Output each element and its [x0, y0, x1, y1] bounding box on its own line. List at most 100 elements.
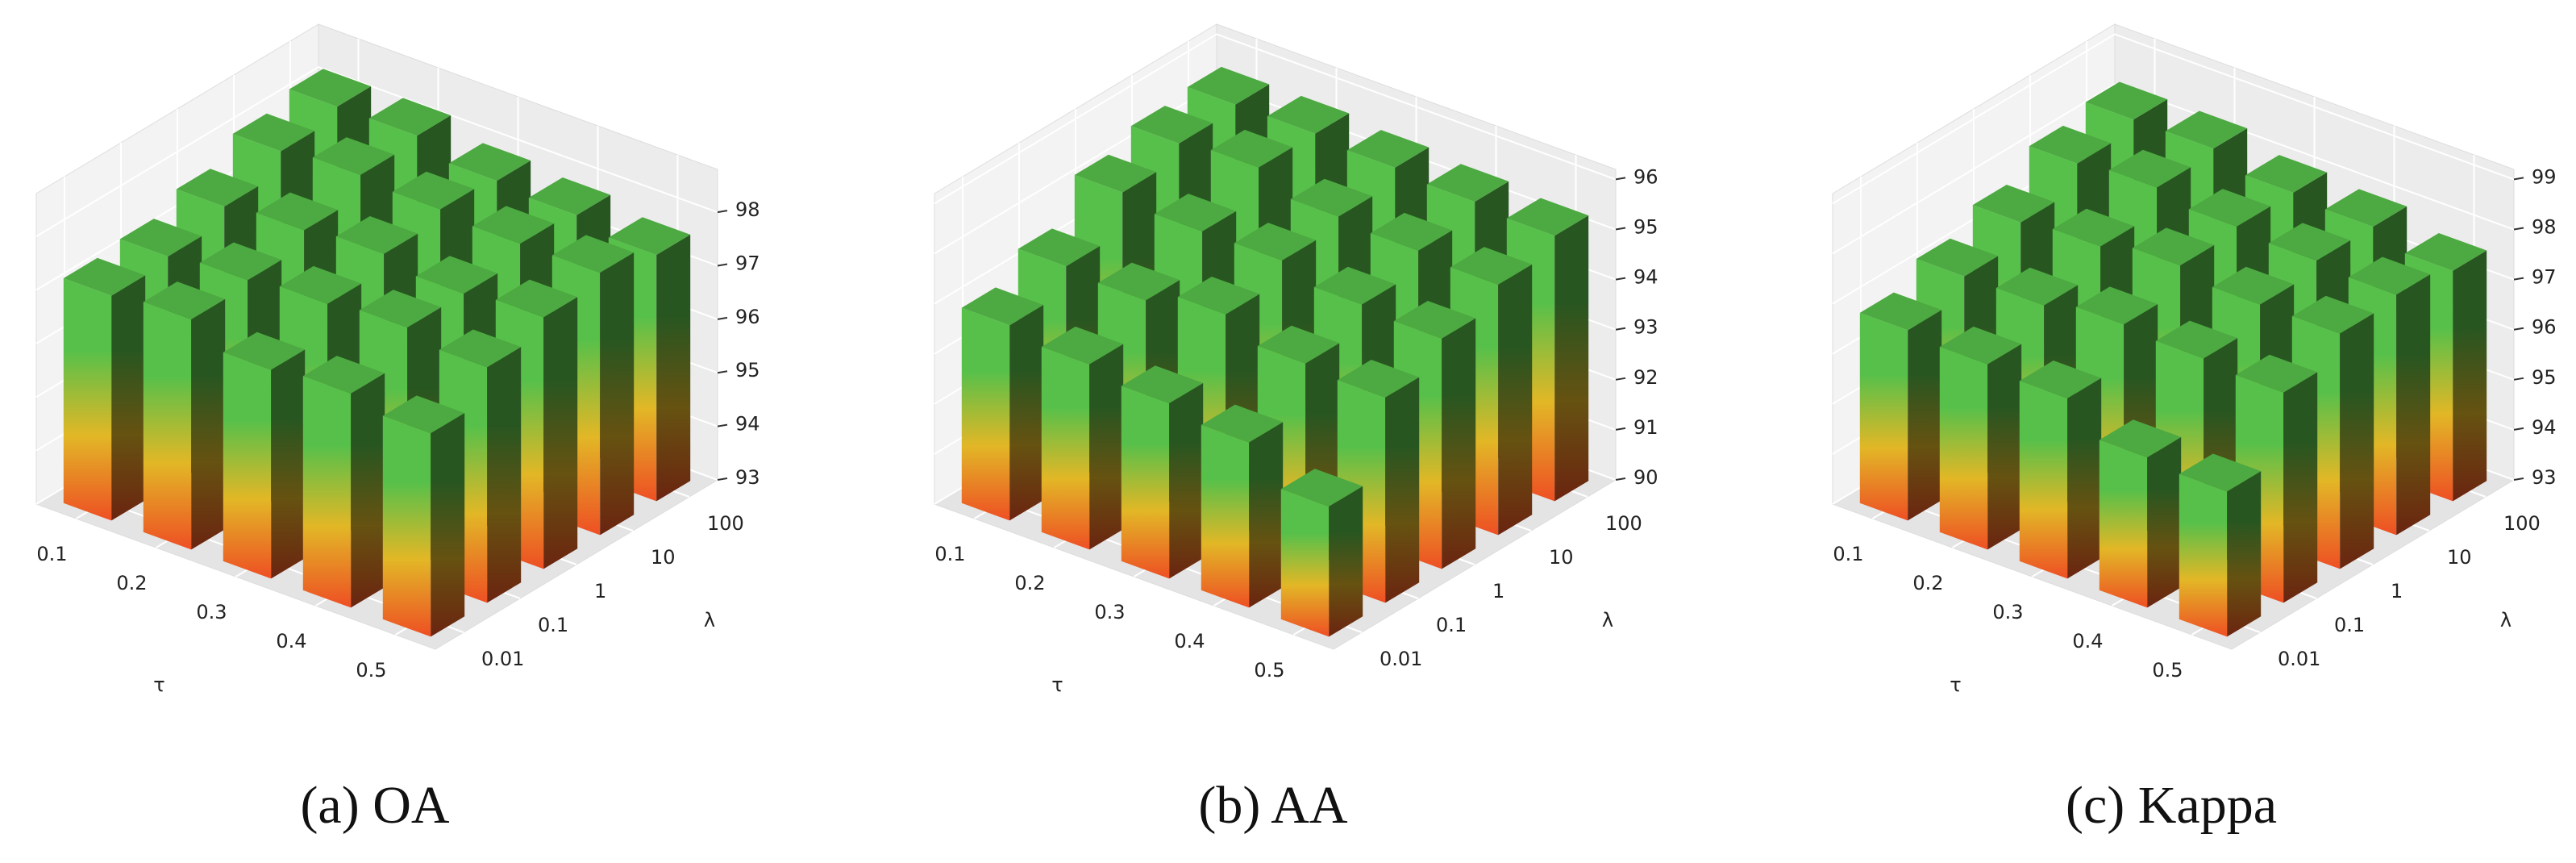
y-tick-label: 10 [2447, 546, 2472, 569]
bar-front [143, 302, 192, 550]
bar [1280, 469, 1363, 637]
panel-caption: (c) Kappa [2066, 776, 2277, 835]
bar [2019, 361, 2102, 579]
bar-top [1506, 198, 1589, 236]
bar-top [2085, 81, 2168, 120]
bar-side [1498, 264, 1533, 536]
z-tick-label: 94 [735, 413, 760, 436]
z-tick [1615, 277, 1626, 281]
bar-top [1130, 106, 1213, 144]
grid-line [1832, 83, 2515, 255]
bar-side [431, 412, 465, 637]
bar-top [1450, 247, 1533, 285]
bar-front [1280, 489, 1330, 637]
z-tick [2513, 177, 2524, 181]
bar-front [1939, 347, 1988, 550]
bar-front [1859, 312, 1908, 521]
bar [1041, 326, 1124, 550]
z-tick-label: 92 [1633, 366, 1658, 389]
bar-top [1074, 154, 1157, 193]
y-axis-label: λ [2500, 609, 2511, 632]
bar-front [1041, 347, 1090, 550]
z-tick-label: 98 [735, 198, 760, 221]
bar-side [2147, 436, 2182, 608]
y-tick-label: 100 [707, 512, 744, 535]
bar-top [119, 219, 202, 256]
bar-top [1859, 292, 1942, 331]
bar-side [1089, 344, 1124, 550]
z-tick-label: 95 [2532, 366, 2557, 389]
bar-side [191, 298, 226, 550]
bar-top [2099, 419, 2182, 458]
bar-side [2340, 313, 2374, 569]
bar [2099, 419, 2182, 608]
z-tick-label: 93 [2532, 466, 2557, 489]
bar-top [1234, 223, 1317, 261]
bar [143, 281, 226, 550]
bar-side [656, 234, 691, 502]
bar-top [1280, 469, 1363, 507]
bar-top [495, 279, 578, 318]
z-tick-label: 98 [2532, 216, 2557, 239]
y-tick-label: 1 [594, 580, 606, 602]
bar-top [2179, 453, 2262, 492]
z-tick-label: 91 [1633, 416, 1658, 439]
z-tick-label: 94 [2532, 416, 2557, 439]
bar-top [392, 171, 475, 210]
x-tick-label: 0.5 [356, 659, 386, 682]
bar-side [2453, 250, 2487, 502]
y-tick-label: 100 [2503, 512, 2541, 535]
bar-side [271, 349, 306, 579]
bar [2179, 453, 2262, 637]
x-tick-label: 0.2 [1912, 572, 1943, 594]
x-tick-label: 0.5 [2152, 659, 2183, 682]
x-tick-label: 0.3 [1992, 601, 2023, 623]
bar-top [2155, 320, 2238, 359]
y-tick-label: 0.1 [2334, 614, 2365, 636]
y-tick-label: 0.01 [1380, 648, 1422, 670]
bar-top [1187, 66, 1270, 105]
bar-top [1290, 178, 1373, 217]
bar-side [543, 297, 578, 569]
z-tick [717, 263, 728, 267]
bar-top [368, 98, 452, 136]
bar-top [335, 215, 418, 254]
chart-panel: 90 91 92 93 94 95 96 0.1 0.2 0.3 0.4 0.5 0.01 0.1 1 10 1… [933, 23, 1658, 835]
bar-top [1337, 360, 1420, 398]
bar-front [223, 352, 272, 579]
bar [302, 356, 385, 608]
bar-top [2075, 286, 2158, 325]
bar-top [2348, 256, 2431, 295]
z-tick-label: 97 [735, 252, 760, 274]
bar-top [2245, 155, 2328, 193]
bar-top [2291, 295, 2374, 334]
grid-line [934, 33, 1617, 205]
bar-top [232, 113, 315, 152]
bar [961, 287, 1044, 521]
bar-side [351, 373, 385, 608]
z-tick-label: 97 [2532, 266, 2557, 289]
bar-side [1249, 422, 1284, 608]
bar-top [382, 395, 465, 434]
x-axis-label: τ [1051, 673, 1063, 696]
bar-side [1009, 305, 1044, 521]
z-tick [717, 423, 728, 427]
y-axis-label: λ [1602, 609, 1613, 632]
x-tick-label: 0.1 [934, 543, 965, 565]
z-tick [1615, 377, 1626, 381]
x-tick-label: 0.3 [1094, 601, 1125, 623]
bar-front [2099, 440, 2148, 608]
bar-top [961, 287, 1044, 326]
bar-top [1097, 262, 1180, 301]
bar-top [2165, 110, 2248, 149]
panel-caption: (a) OA [300, 776, 449, 835]
bar-top [1177, 276, 1260, 315]
bar-front [2019, 381, 2068, 579]
bar-top [2268, 223, 2351, 261]
bar-top [472, 206, 555, 244]
bar-front [302, 376, 352, 608]
bar-top [1346, 130, 1429, 168]
y-tick-label: 0.01 [2278, 648, 2320, 670]
bar-top [63, 257, 146, 296]
bar-top [312, 137, 395, 175]
